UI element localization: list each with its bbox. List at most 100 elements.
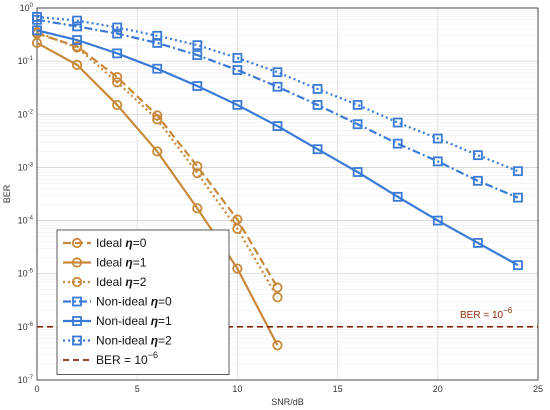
series-line bbox=[36, 41, 279, 346]
data-point bbox=[513, 166, 523, 177]
plot-frame bbox=[36, 7, 539, 381]
legend: Ideal η=0 Ideal η=1 Ideal η=2 Non-ideal η=0… bbox=[56, 229, 230, 375]
x-tick-label: 10 bbox=[232, 384, 242, 394]
data-point bbox=[72, 316, 82, 326]
data-point bbox=[152, 63, 163, 74]
data-point bbox=[112, 22, 123, 33]
data-point bbox=[312, 84, 323, 94]
y-tick-label: 10-3 bbox=[18, 162, 34, 172]
x-tick-label: 15 bbox=[333, 384, 343, 394]
data-point bbox=[432, 133, 443, 144]
data-point bbox=[232, 263, 243, 274]
x-axis: 0 5 10 15 20 25 bbox=[34, 384, 543, 394]
data-point bbox=[192, 40, 203, 51]
legend-label: Non-ideal η=2 bbox=[96, 334, 172, 348]
data-point bbox=[192, 168, 203, 179]
y-tick-label: 10-6 bbox=[18, 322, 34, 332]
legend-item: Ideal η=0 bbox=[63, 236, 147, 250]
x-tick-label: 0 bbox=[34, 384, 39, 394]
data-point bbox=[472, 150, 483, 161]
data-point bbox=[472, 238, 483, 248]
data-point bbox=[352, 100, 363, 110]
series-5 bbox=[32, 12, 523, 177]
data-point bbox=[472, 175, 483, 186]
data-point bbox=[232, 223, 243, 234]
legend-label: Non-ideal η=1 bbox=[96, 314, 172, 328]
series-line bbox=[36, 31, 279, 298]
x-tick-label: 5 bbox=[135, 384, 140, 394]
data-point bbox=[392, 191, 403, 202]
legend-item: BER = 10−6 bbox=[63, 350, 158, 367]
legend-item: Non-ideal η=1 bbox=[63, 314, 172, 328]
data-point bbox=[272, 67, 283, 78]
data-point bbox=[32, 12, 42, 22]
data-point bbox=[192, 81, 203, 91]
data-point bbox=[272, 340, 283, 351]
data-point bbox=[352, 167, 363, 177]
data-point bbox=[71, 59, 83, 70]
data-point bbox=[31, 37, 43, 49]
series-line bbox=[36, 15, 519, 173]
data-point bbox=[112, 77, 123, 88]
series-4 bbox=[32, 25, 523, 271]
y-axis: 100 10-1 10-2 10-3 10-4 10-5 10-6 10-7 bbox=[18, 3, 34, 385]
data-point bbox=[32, 25, 42, 36]
legend-label: Ideal η=1 bbox=[96, 256, 147, 270]
data-point bbox=[192, 203, 203, 214]
series-line bbox=[36, 18, 519, 199]
data-point bbox=[71, 237, 83, 249]
legend-label: Ideal η=0 bbox=[96, 236, 147, 250]
data-point bbox=[272, 282, 283, 293]
data-point bbox=[112, 48, 123, 59]
data-point bbox=[72, 35, 82, 45]
legend-item: Non-ideal η=0 bbox=[63, 295, 172, 309]
data-point bbox=[72, 15, 82, 26]
legend-label: Ideal η=2 bbox=[96, 275, 147, 289]
data-point bbox=[232, 214, 243, 225]
data-point bbox=[232, 65, 243, 75]
y-axis-label: BER bbox=[2, 184, 12, 203]
y-tick-label: 10-4 bbox=[18, 216, 34, 226]
y-tick-label: 10-5 bbox=[18, 269, 34, 279]
data-point bbox=[112, 99, 123, 111]
legend-item: Ideal η=2 bbox=[63, 275, 147, 289]
x-tick-label: 20 bbox=[433, 384, 443, 394]
data-point bbox=[192, 161, 203, 172]
x-tick-label: 25 bbox=[533, 384, 543, 394]
data-point bbox=[513, 260, 523, 271]
data-point bbox=[71, 276, 83, 288]
data-point bbox=[392, 138, 403, 149]
data-point bbox=[72, 335, 82, 346]
data-point bbox=[513, 192, 523, 203]
series-line bbox=[36, 29, 519, 267]
data-point bbox=[232, 53, 243, 63]
data-point bbox=[152, 114, 163, 125]
data-point bbox=[272, 292, 283, 303]
legend-item: Ideal η=1 bbox=[63, 256, 147, 270]
data-point bbox=[112, 28, 123, 39]
y-tick-label: 10-7 bbox=[18, 375, 34, 385]
data-point bbox=[71, 257, 83, 268]
series-1 bbox=[31, 37, 283, 351]
data-point bbox=[432, 156, 443, 167]
y-tick-label: 10-2 bbox=[18, 109, 34, 119]
legend-item: Non-ideal η=2 bbox=[63, 334, 172, 348]
data-point bbox=[352, 119, 363, 130]
y-tick-label: 10-1 bbox=[18, 56, 34, 66]
data-point bbox=[272, 121, 283, 131]
threshold-label: BER = 10−6 bbox=[460, 306, 513, 321]
legend-label: BER = 10−6 bbox=[96, 350, 158, 367]
data-point bbox=[272, 81, 283, 92]
data-point bbox=[232, 100, 243, 110]
data-point bbox=[432, 215, 443, 226]
data-point bbox=[312, 100, 323, 110]
data-point bbox=[392, 117, 403, 128]
data-point bbox=[312, 144, 323, 155]
series-3 bbox=[32, 14, 523, 203]
y-tick-label: 100 bbox=[20, 3, 34, 13]
data-point bbox=[192, 50, 203, 60]
x-axis-label: SNR/dB bbox=[271, 397, 304, 407]
threshold-annotation: BER = 10−6 bbox=[460, 306, 513, 321]
data-point bbox=[152, 146, 163, 157]
